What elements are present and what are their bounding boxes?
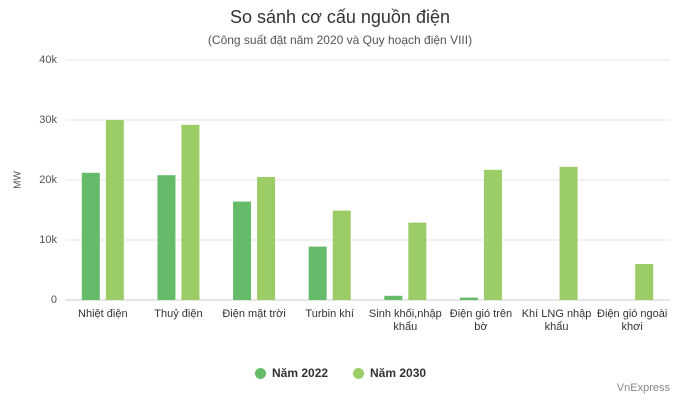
x-tick-label: Nhiệt điện xyxy=(78,308,128,320)
x-tick-label: Turbin khí xyxy=(305,308,354,320)
legend-item[interactable]: Năm 2022 xyxy=(255,366,328,380)
chart-title: So sánh cơ cấu nguồn điện xyxy=(230,7,450,27)
credit: VnExpress xyxy=(617,382,671,394)
legend-label: Năm 2030 xyxy=(370,366,427,380)
bar xyxy=(559,166,578,300)
bar xyxy=(483,169,502,300)
bar xyxy=(105,120,124,300)
x-tick-label: Sinh khối,nhập khẩu xyxy=(368,308,442,333)
y-axis-label: MW xyxy=(13,171,24,189)
legend-item[interactable]: Năm 2030 xyxy=(353,366,426,380)
x-tick-label: Điện gió ngoài khơi xyxy=(597,308,668,333)
bar xyxy=(157,175,176,300)
y-tick-label: 10k xyxy=(39,234,57,246)
bar xyxy=(257,177,276,300)
bar xyxy=(233,201,252,300)
legend-marker xyxy=(353,367,364,379)
y-tick-label: 40k xyxy=(39,54,57,66)
bar xyxy=(459,297,478,300)
chart-subtitle: (Công suất đặt năm 2020 và Quy hoạch điệ… xyxy=(208,33,472,47)
bar xyxy=(181,124,200,300)
bar xyxy=(408,222,427,300)
legend-marker xyxy=(255,367,266,379)
y-tick-label: 30k xyxy=(39,114,57,126)
bar xyxy=(81,172,100,300)
bar xyxy=(635,264,654,300)
x-tick-label: Khí LNG nhập khẩu xyxy=(521,308,592,333)
y-tick-label: 0 xyxy=(51,294,57,306)
legend-label: Năm 2022 xyxy=(272,366,329,380)
bar xyxy=(332,210,351,300)
bar xyxy=(308,246,327,300)
x-tick-label: Điện mặt trời xyxy=(222,308,286,320)
bar xyxy=(384,295,403,300)
y-tick-label: 20k xyxy=(39,174,57,186)
x-tick-label: Thuỷ điện xyxy=(154,308,203,320)
x-tick-label: Điện gió trên bờ xyxy=(449,308,513,333)
